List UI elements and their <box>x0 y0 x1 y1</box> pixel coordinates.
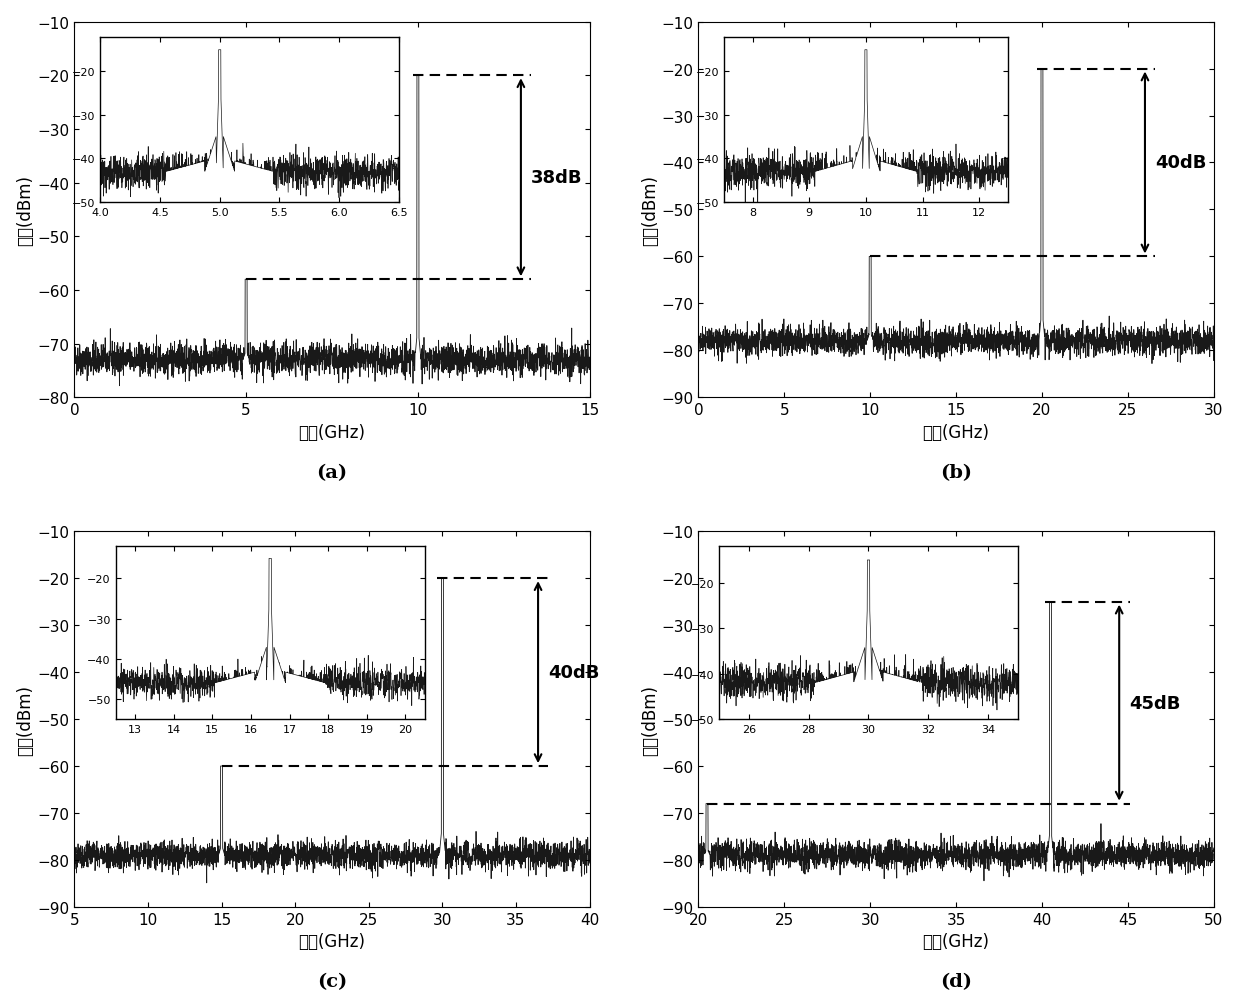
Y-axis label: 功率(dBm): 功率(dBm) <box>16 684 35 755</box>
X-axis label: 频率(GHz): 频率(GHz) <box>923 423 990 441</box>
Text: (d): (d) <box>940 973 972 991</box>
Text: (c): (c) <box>317 973 347 991</box>
Text: 40dB: 40dB <box>1156 154 1207 173</box>
X-axis label: 频率(GHz): 频率(GHz) <box>923 933 990 950</box>
Text: 38dB: 38dB <box>531 170 583 187</box>
Text: (b): (b) <box>940 463 972 481</box>
Y-axis label: 功率(dBm): 功率(dBm) <box>641 175 658 246</box>
Y-axis label: 功率(dBm): 功率(dBm) <box>16 175 35 246</box>
X-axis label: 频率(GHz): 频率(GHz) <box>299 423 366 441</box>
Text: 40dB: 40dB <box>548 663 600 681</box>
Text: 45dB: 45dB <box>1130 694 1180 712</box>
Y-axis label: 功率(dBm): 功率(dBm) <box>641 684 658 755</box>
Text: (a): (a) <box>316 463 347 481</box>
X-axis label: 频率(GHz): 频率(GHz) <box>299 933 366 950</box>
